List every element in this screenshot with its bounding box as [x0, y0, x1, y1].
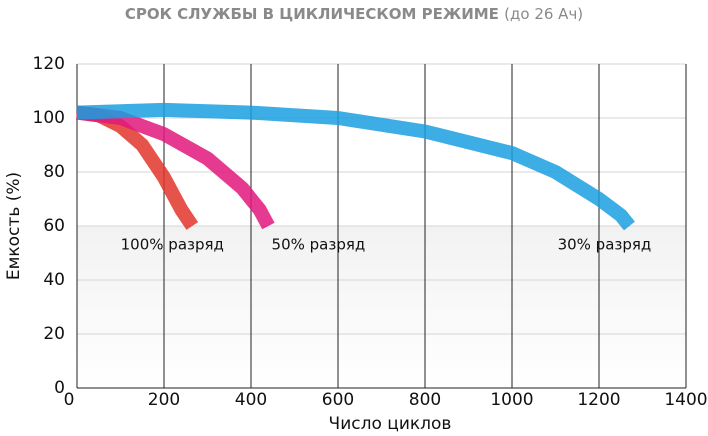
x-tick-label: 1200: [577, 390, 620, 410]
y-tick-label: 100: [33, 108, 65, 128]
title: СРОК СЛУЖБЫ В ЦИКЛИЧЕСКОМ РЕЖИМЕ: [125, 5, 499, 23]
x-tick-label: 0: [64, 390, 75, 410]
x-axis-label: Число циклов: [329, 414, 452, 434]
x-tick-label: 200: [148, 390, 180, 410]
series-line: [76, 102, 635, 231]
chart-title: СРОК СЛУЖБЫ В ЦИКЛИЧЕСКОМ РЕЖИМЕ (до 26 …: [125, 5, 583, 23]
x-tick-label: 600: [322, 390, 354, 410]
series-label: 100% разряд: [121, 236, 224, 254]
y-tick-label: 120: [33, 54, 65, 74]
x-tick-label: 800: [409, 390, 441, 410]
y-axis-label: Емкость (%): [4, 172, 24, 280]
y-tick-label: 80: [43, 162, 65, 182]
y-tick-label: 20: [43, 324, 65, 344]
series-label: 50% разряд: [272, 236, 366, 254]
y-tick-label: 40: [43, 270, 65, 290]
y-tick-label: 60: [43, 216, 65, 236]
series-line: [76, 105, 275, 230]
y-tick-label: 0: [54, 378, 65, 398]
x-tick-label: 1000: [490, 390, 533, 410]
series-label: 30% разряд: [558, 236, 652, 254]
plot-shade: [77, 226, 686, 388]
x-tick-label: 400: [235, 390, 267, 410]
x-tick-label: 1400: [664, 390, 707, 410]
subtitle: (до 26 Ач): [504, 5, 583, 23]
